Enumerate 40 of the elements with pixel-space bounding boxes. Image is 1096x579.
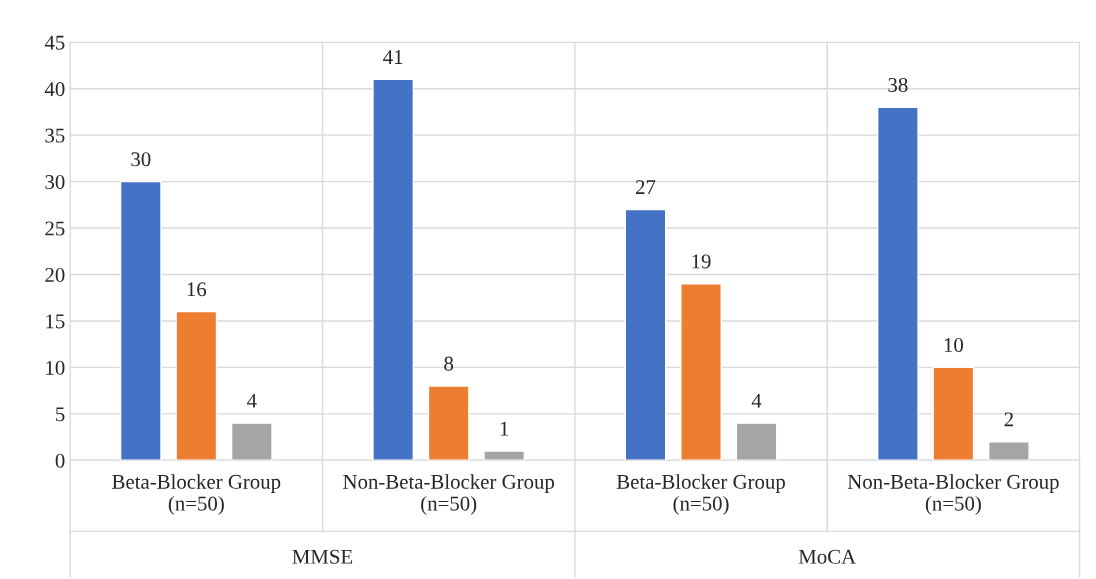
data-label: 8	[444, 356, 454, 371]
data-label: 1	[500, 421, 509, 436]
bar	[988, 441, 1030, 461]
data-label: 4	[751, 393, 762, 408]
y-tick-label: 45	[44, 35, 65, 50]
bar	[483, 450, 526, 461]
bar	[876, 106, 919, 461]
data-label: 38	[888, 77, 908, 92]
text: MoCA	[798, 549, 856, 564]
y-tick-label: 40	[44, 82, 65, 97]
data-label: 16	[187, 282, 207, 297]
y-tick-label: 5	[56, 407, 65, 422]
text: MMSE	[292, 549, 353, 564]
bar	[680, 283, 722, 461]
x-tick-label: Non-Beta-Blocker Group (n=50)	[847, 474, 1059, 515]
y-tick-label: 35	[45, 128, 65, 143]
bar	[119, 180, 162, 461]
bar	[372, 78, 415, 461]
bar	[427, 385, 470, 461]
data-label: 4	[247, 393, 257, 408]
data-label: 30	[131, 152, 151, 167]
bar	[932, 366, 975, 461]
x-tick-label: Beta-Blocker Group (n=50)	[112, 474, 281, 515]
data-label: 2	[1004, 412, 1013, 427]
data-label: 10	[944, 338, 964, 353]
data-label: 41	[383, 50, 403, 64]
y-tick-label: 30	[45, 174, 65, 190]
bar	[735, 422, 778, 461]
data-label: 27	[636, 180, 656, 194]
y-tick-label: 20	[45, 267, 65, 282]
y-tick-label: 25	[45, 221, 65, 236]
x-tick-label: Beta-Blocker Group (n=50)	[616, 474, 785, 515]
bar	[230, 422, 273, 461]
y-tick-label: 15	[46, 314, 65, 329]
data-label: 19	[692, 254, 711, 269]
y-tick-label: 10	[46, 360, 65, 375]
y-tick-label: 0	[55, 453, 65, 468]
x-tick-label: Non-Beta-Blocker Group (n=50)	[343, 474, 555, 515]
bar	[175, 310, 218, 461]
bar	[624, 208, 667, 461]
